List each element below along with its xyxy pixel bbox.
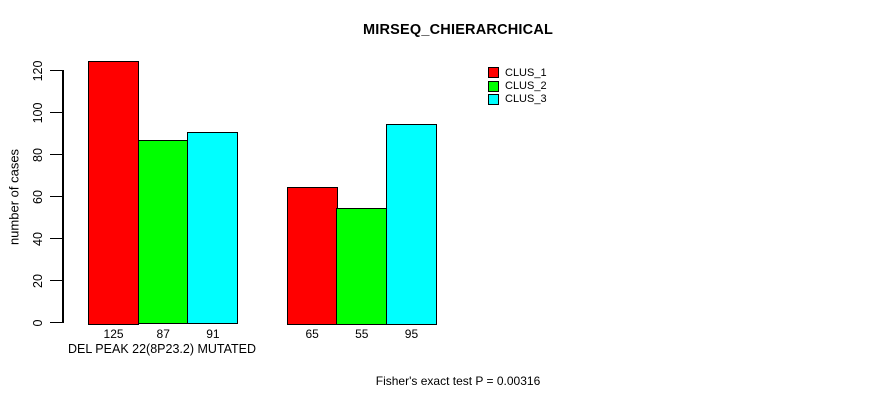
bar-clus_2-group1: [137, 140, 189, 325]
legend-row-clus_1: CLUS_1: [488, 66, 547, 79]
fisher-test-annotation: Fisher's exact test P = 0.00316: [375, 374, 541, 388]
bar-value-clus_2-group1: 87: [156, 327, 170, 341]
legend-label-clus_3: CLUS_3: [505, 93, 547, 106]
bar-value-clus_2-group2: 55: [355, 327, 369, 341]
bar-clus_1-group2: [286, 186, 338, 325]
y-tick-label-20: 20: [31, 273, 45, 288]
y-tick-mark-20: [50, 279, 62, 282]
bar-clus_3-group1: [187, 131, 239, 325]
bar-clus_1-group1: [88, 60, 140, 325]
y-axis-line: [62, 70, 64, 323]
legend: CLUS_1 CLUS_2 CLUS_3: [488, 66, 547, 106]
x-category-label: DEL PEAK 22(8P23.2) MUTATED: [67, 342, 257, 356]
legend-swatch-clus_1: [488, 67, 499, 79]
y-tick-mark-100: [50, 111, 62, 114]
legend-row-clus_2: CLUS_2: [488, 79, 547, 92]
bar-value-clus_1-group1: 125: [103, 327, 124, 341]
legend-swatch-clus_2: [488, 80, 499, 92]
legend-label-clus_1: CLUS_1: [505, 66, 547, 79]
y-tick-label-40: 40: [31, 231, 45, 246]
bar-value-clus_1-group2: 65: [305, 327, 319, 341]
bar-value-clus_3-group2: 95: [404, 327, 419, 341]
y-tick-label-80: 80: [31, 147, 45, 162]
legend-row-clus_3: CLUS_3: [488, 93, 547, 106]
y-tick-label-100: 100: [31, 102, 45, 123]
y-tick-mark-60: [50, 195, 62, 198]
bar-clus_2-group2: [336, 207, 388, 325]
chart-title: MIRSEQ_CHIERARCHICAL: [362, 22, 554, 38]
y-tick-label-60: 60: [31, 189, 45, 204]
y-axis-label: number of cases: [6, 148, 22, 246]
y-tick-mark-40: [50, 237, 62, 240]
legend-swatch-clus_3: [488, 93, 499, 105]
y-tick-mark-120: [50, 69, 62, 72]
bar-clus_3-group2: [385, 123, 438, 325]
y-tick-mark-0: [50, 321, 62, 324]
y-tick-label-120: 120: [31, 60, 45, 81]
y-tick-label-0: 0: [31, 319, 45, 326]
bar-value-clus_3-group1: 91: [206, 327, 220, 341]
legend-label-clus_2: CLUS_2: [505, 80, 547, 93]
y-tick-mark-80: [50, 153, 62, 156]
